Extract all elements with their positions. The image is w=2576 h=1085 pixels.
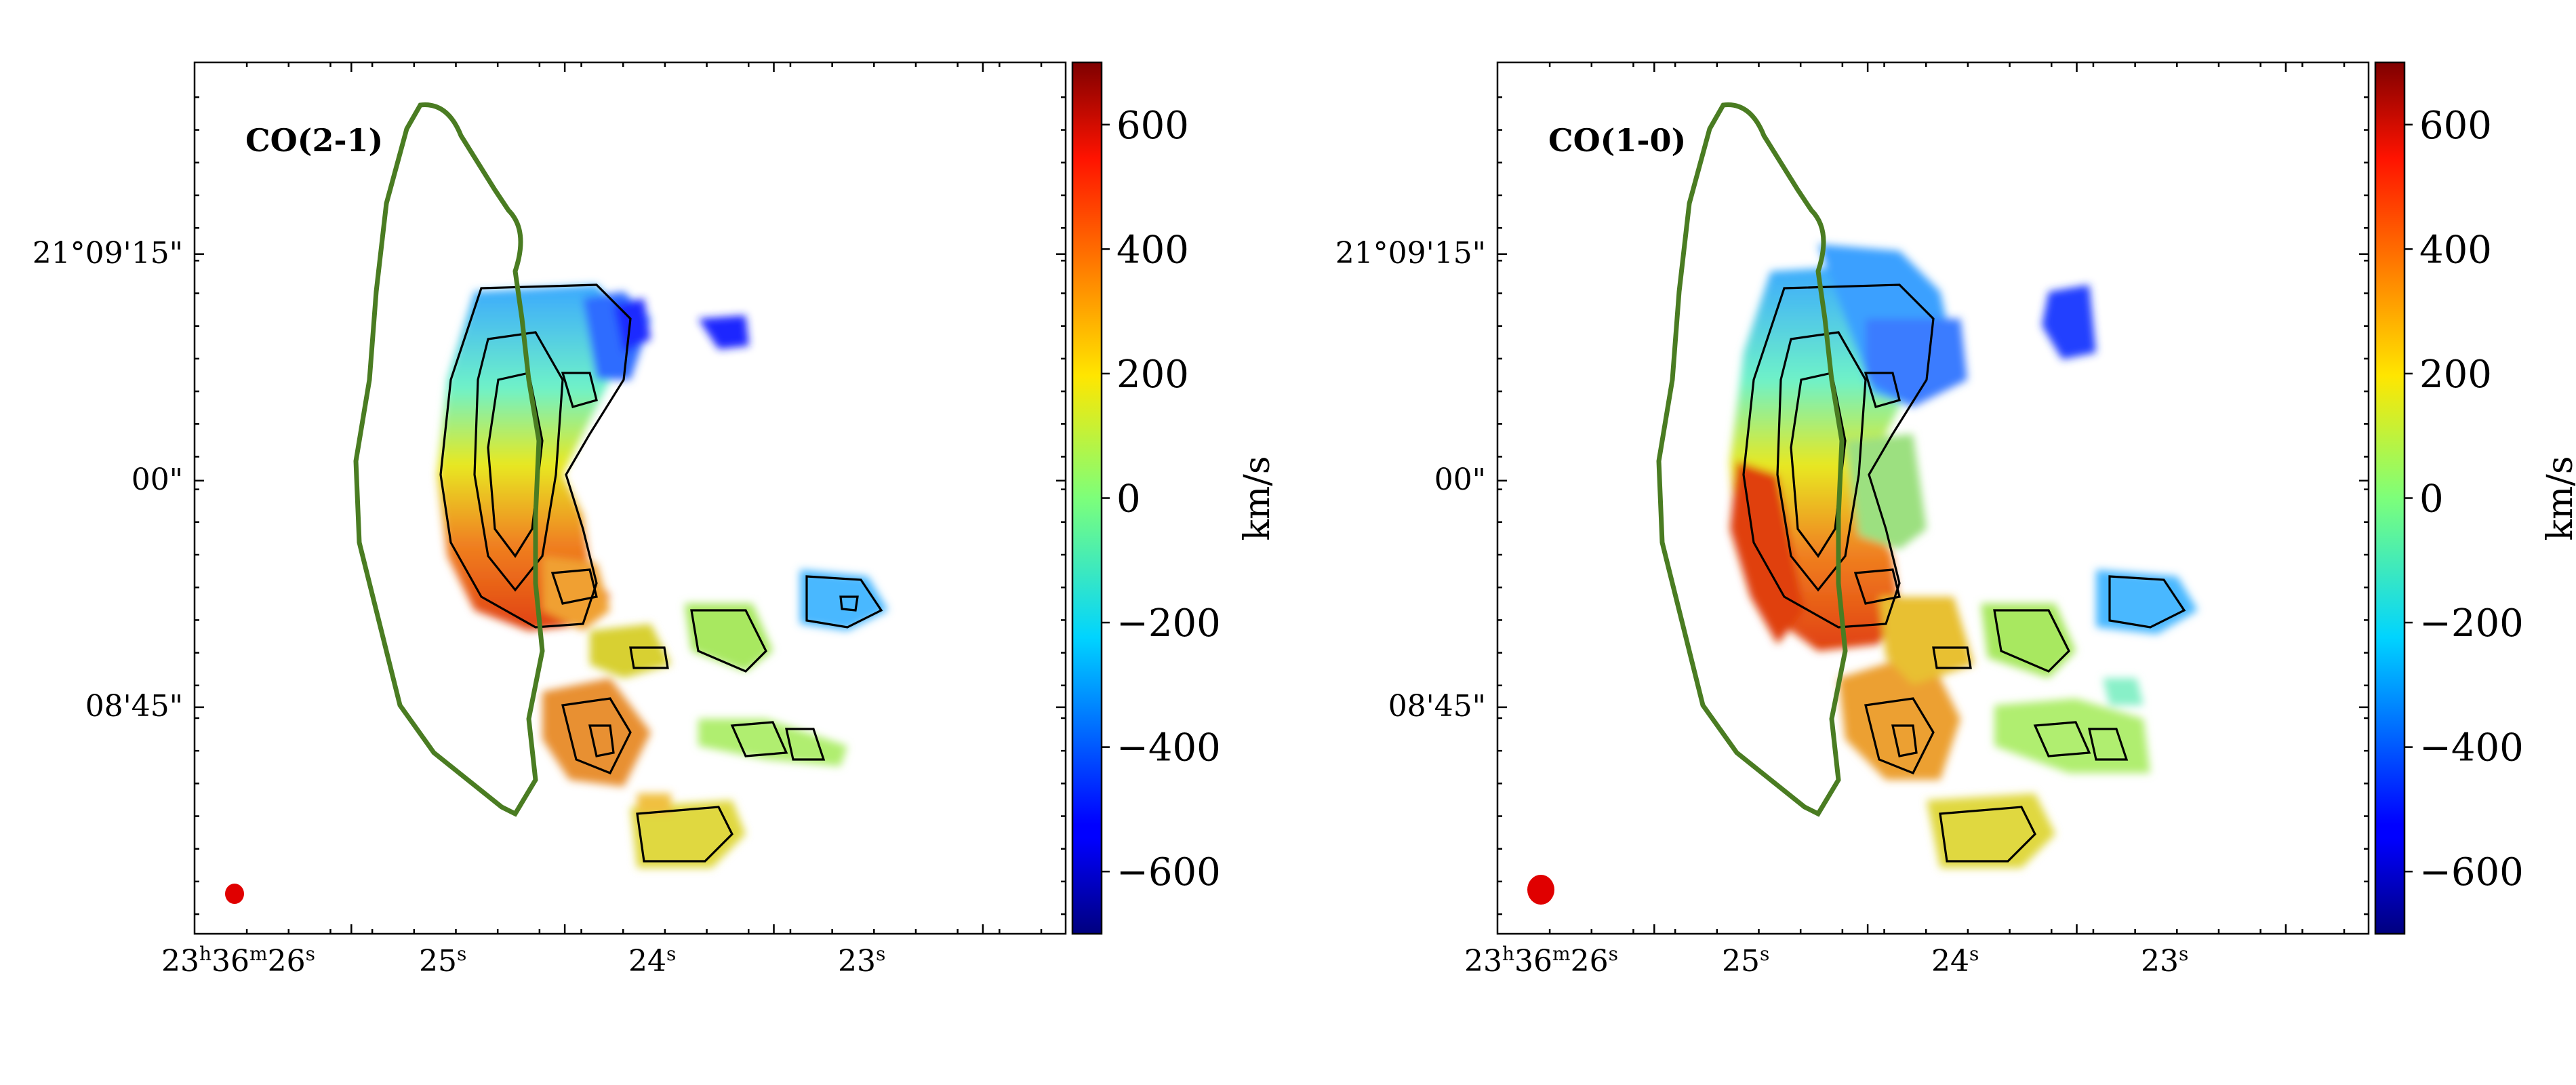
- y-tick-label: 21°09'15": [33, 236, 183, 271]
- panel-co10: CO(1-0) 21°09'15" 00" 08'45" 23h36m26s 2…: [1335, 61, 2576, 979]
- blob-e2: [2096, 570, 2198, 634]
- colorbar-gradient: [2374, 61, 2406, 935]
- colorbar-tick-label: 200: [2419, 353, 2492, 397]
- axes-frame: [193, 61, 1067, 935]
- blob-s4: [2103, 678, 2144, 705]
- intensity-contours: [1742, 283, 2186, 863]
- panel-co21: CO(2-1) 21°09'15" 00" 08'45" 23h36m26s 2…: [33, 61, 1278, 979]
- y-axis: 21°09'15" 00" 08'45": [1335, 236, 1486, 724]
- colorbar-label: km/s: [2540, 456, 2576, 540]
- beam-ellipse: [225, 884, 244, 904]
- y-tick-label: 08'45": [1388, 689, 1486, 724]
- colorbar-tick-label: 600: [2419, 104, 2492, 148]
- blob-s3: [630, 800, 746, 868]
- x-tick-label: 23h36m26s: [161, 943, 315, 979]
- x-tick-label: 23s: [838, 943, 885, 979]
- blob-e2: [800, 570, 888, 631]
- x-axis: 23h36m26s 25s 24s 23s: [161, 943, 885, 979]
- blob-e3: [698, 719, 847, 766]
- axes-frame: [1496, 61, 2370, 935]
- blob-south: [542, 678, 651, 787]
- blob-ne2: [698, 315, 749, 349]
- colorbar-tick-label: 600: [1116, 104, 1189, 148]
- x-tick-label: 23s: [2141, 943, 2188, 979]
- colorbar: 600 400 200 0 −200 −400 −600 km/s: [2374, 61, 2576, 935]
- colorbar-tick-label: −600: [1116, 850, 1221, 894]
- blob-mid: [542, 556, 610, 631]
- x-tick-label: 24s: [628, 943, 676, 979]
- blob-mid: [1845, 434, 1927, 549]
- blob-e1: [1981, 604, 2076, 678]
- blob-south: [1838, 651, 1960, 780]
- colorbar-tick-label: −400: [2419, 726, 2524, 770]
- blob-s4: [637, 793, 671, 814]
- panel-label: CO(2-1): [245, 122, 383, 159]
- colorbar-tick-label: 400: [1116, 228, 1189, 272]
- colorbar-tick-label: −200: [1116, 601, 1221, 646]
- tick-marks: [1497, 62, 2369, 934]
- beam-ellipse: [1527, 875, 1554, 905]
- galaxy-outline: [1656, 102, 1848, 817]
- colorbar-tick-label: −400: [1116, 726, 1221, 770]
- x-tick-label: 23h36m26s: [1464, 943, 1618, 979]
- colorbar-label: km/s: [1237, 456, 1278, 540]
- tick-marks: [195, 62, 1066, 934]
- panel-label: CO(1-0): [1548, 122, 1686, 159]
- colorbar-ticks: 600 400 200 0 −200 −400 −600: [2404, 104, 2524, 894]
- x-tick-label: 25s: [419, 943, 466, 979]
- colorbar-tick-label: 0: [2419, 477, 2444, 521]
- y-tick-label: 00": [1434, 462, 1486, 497]
- colorbar-tick-label: 0: [1116, 477, 1141, 521]
- blob-ne: [1866, 319, 1967, 407]
- colorbar-ticks: 600 400 200 0 −200 −400 −600: [1102, 104, 1221, 894]
- colorbar-tick-label: 400: [2419, 228, 2492, 272]
- colorbar-tick-label: 200: [1116, 353, 1189, 397]
- y-tick-label: 21°09'15": [1335, 236, 1486, 271]
- velocity-map: [1730, 244, 2198, 868]
- colorbar-tick-label: −600: [2419, 850, 2524, 894]
- blob-ne2: [2042, 285, 2096, 359]
- y-tick-label: 08'45": [85, 689, 183, 724]
- y-tick-label: 00": [132, 462, 183, 497]
- x-axis: 23h36m26s 25s 24s 23s: [1464, 943, 2188, 979]
- blob-e3: [1994, 698, 2150, 773]
- blob-south2: [1879, 597, 1974, 685]
- colorbar-tick-label: −200: [2419, 601, 2524, 646]
- galaxy-outline: [353, 102, 545, 817]
- intensity-contours: [439, 283, 883, 863]
- colorbar-gradient: [1071, 61, 1103, 935]
- colorbar: 600 400 200 0 −200 −400 −600 km/s: [1071, 61, 1278, 935]
- y-axis: 21°09'15" 00" 08'45": [33, 236, 183, 724]
- x-tick-label: 25s: [1722, 943, 1769, 979]
- x-tick-label: 24s: [1931, 943, 1979, 979]
